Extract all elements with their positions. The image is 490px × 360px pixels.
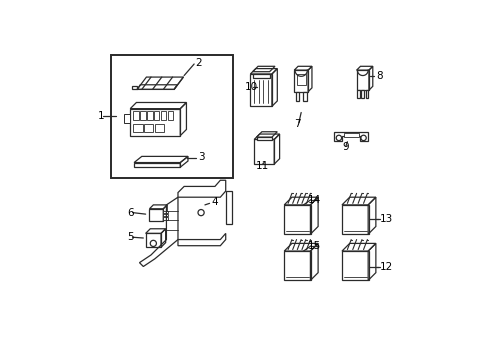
Bar [296,74,306,85]
Bar [111,55,233,178]
Bar [284,251,311,280]
Bar [294,70,308,92]
Bar [133,124,143,132]
Bar [161,111,167,120]
Bar [342,205,369,234]
Text: 4: 4 [211,197,218,207]
Bar [130,109,180,136]
Text: 2: 2 [196,58,202,68]
Bar [357,70,369,90]
Text: 15: 15 [307,241,320,251]
Bar [147,111,152,120]
Bar [357,90,360,98]
Bar [163,214,168,216]
Text: 3: 3 [198,152,205,162]
Bar [149,209,163,221]
Bar [250,74,272,106]
Text: 10: 10 [245,82,258,92]
Bar [154,111,159,120]
Text: 13: 13 [380,214,393,224]
Text: 6: 6 [127,208,134,217]
Bar [303,92,307,101]
Bar [366,90,368,98]
Text: 9: 9 [342,142,348,152]
Text: 14: 14 [307,194,320,204]
Text: 7: 7 [294,119,301,129]
Bar [163,211,168,213]
Bar [343,133,359,137]
Bar [168,111,173,120]
Bar [124,114,130,123]
Text: 1: 1 [98,111,104,121]
Bar [155,124,164,132]
Text: 8: 8 [376,71,383,81]
Bar [284,205,311,234]
Bar [140,111,146,120]
Text: 12: 12 [380,261,393,271]
Bar [146,233,161,247]
Bar [133,111,139,120]
Bar [361,90,364,98]
Bar [144,124,153,132]
Bar [342,251,369,280]
Bar [253,74,270,78]
Bar [257,137,272,140]
Bar [254,139,274,164]
Bar [163,217,168,220]
Text: 5: 5 [127,232,134,242]
Bar [296,92,299,101]
Text: 11: 11 [256,161,269,171]
